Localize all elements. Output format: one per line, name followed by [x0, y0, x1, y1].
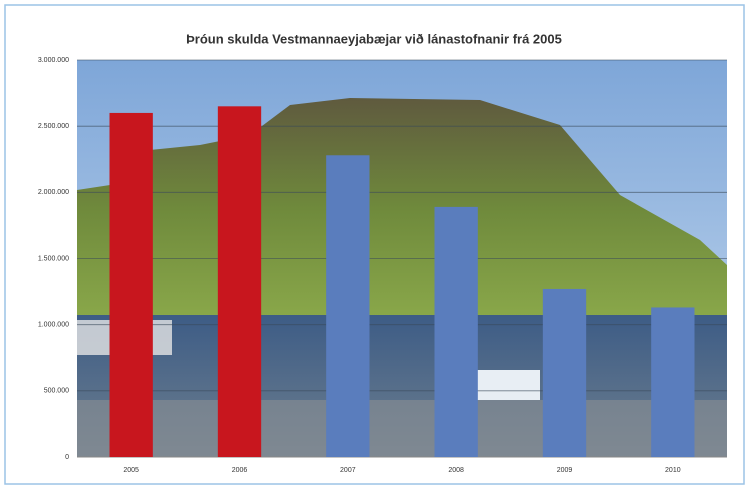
y-tick-label: 1.500.000 — [38, 255, 69, 262]
x-tick-label: 2010 — [665, 467, 681, 474]
y-tick-label: 2.000.000 — [38, 189, 69, 196]
bar — [326, 155, 369, 457]
y-tick-label: 0 — [65, 454, 69, 461]
y-tick-label: 2.500.000 — [38, 123, 69, 130]
bar — [110, 113, 153, 457]
x-tick-label: 2007 — [340, 467, 356, 474]
bar — [651, 307, 694, 457]
y-tick-label: 3.000.000 — [38, 57, 69, 64]
y-tick-label: 500.000 — [44, 388, 69, 395]
chart-title: Þróun skulda Vestmannaeyjabæjar við lána… — [186, 31, 562, 46]
chart: Þróun skulda Vestmannaeyjabæjar við lána… — [0, 0, 749, 490]
x-tick-label: 2005 — [123, 467, 139, 474]
x-tick-label: 2008 — [448, 467, 464, 474]
bar — [543, 289, 586, 457]
bar — [218, 106, 261, 457]
x-tick-label: 2006 — [232, 467, 248, 474]
bar — [435, 207, 478, 457]
x-tick-label: 2009 — [557, 467, 573, 474]
y-tick-label: 1.000.000 — [38, 322, 69, 329]
